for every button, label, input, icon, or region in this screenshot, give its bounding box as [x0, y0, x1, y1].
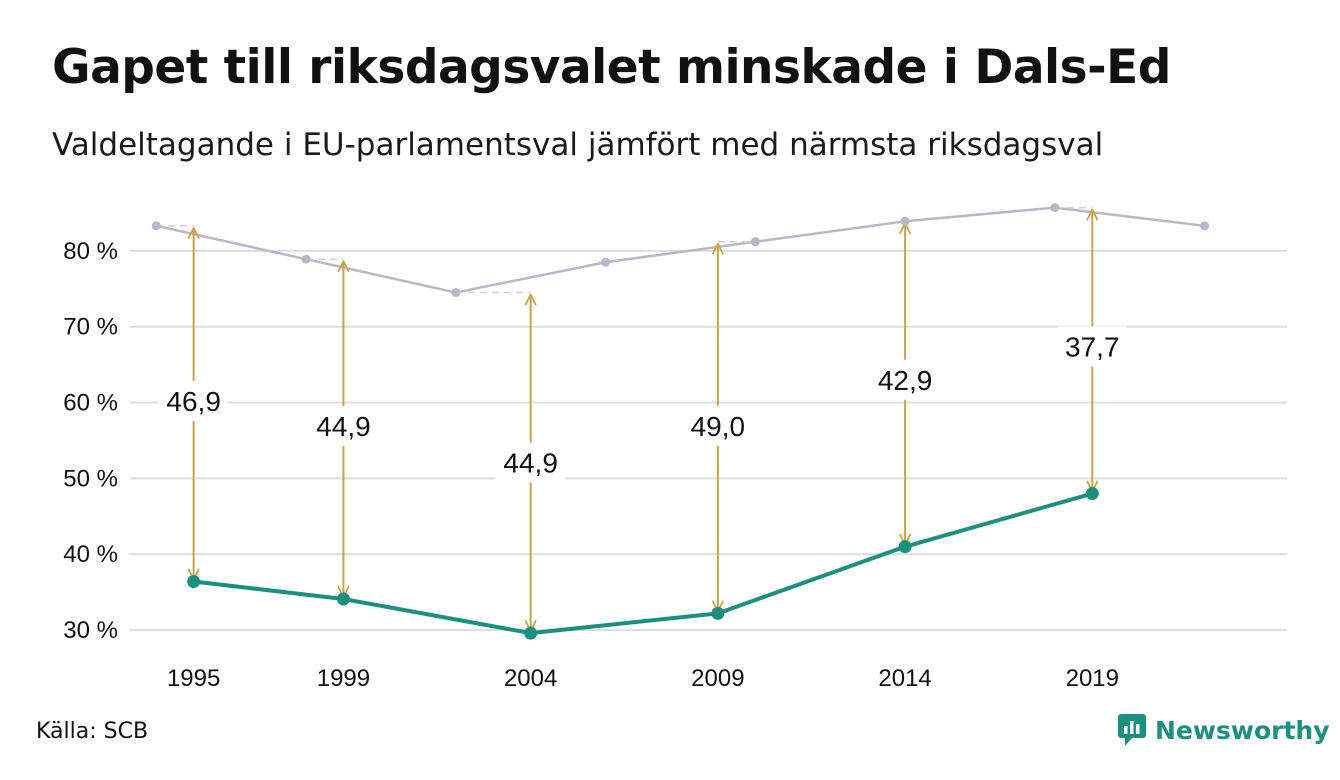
riksdag-series-line [155, 206, 1205, 294]
eu-point [711, 606, 725, 620]
gap-label: 42,9 [878, 365, 933, 396]
source-note: Källa: SCB [36, 719, 149, 744]
chart-subtitle: Valdeltagande i EU-parlamentsval jämfört… [52, 127, 1104, 163]
y-tick-label: 50 % [63, 465, 118, 492]
y-tick-label: 60 % [63, 390, 118, 417]
riksdag-point [151, 221, 161, 231]
y-tick-label: 30 % [63, 617, 118, 644]
riksdag-point [900, 216, 910, 226]
riksdag-point [451, 288, 461, 298]
gap-label-bg [870, 359, 941, 400]
riksdag-point [601, 257, 611, 267]
y-tick-label: 80 % [63, 238, 118, 265]
x-tick-label: 1995 [167, 665, 220, 692]
newsworthy-logo-icon [1118, 714, 1146, 746]
riksdag-point [1200, 221, 1210, 231]
eu-series-line [193, 491, 1093, 636]
y-tick-label: 70 % [63, 314, 118, 341]
gap-label-bg [158, 381, 229, 422]
eu-point [336, 592, 350, 606]
chart-title: Gapet till riksdagsvalet minskade i Dals… [52, 40, 1171, 95]
gap-label: 46,9 [166, 386, 221, 417]
x-tick-label: 2014 [878, 665, 931, 692]
gap-label: 37,7 [1065, 331, 1120, 362]
eu-point [898, 540, 912, 554]
x-tick-label: 2009 [691, 665, 744, 692]
x-tick-label: 1999 [317, 665, 370, 692]
eu-point [524, 626, 538, 640]
y-tick-label: 40 % [63, 541, 118, 568]
brand: Newsworthy [1117, 713, 1330, 747]
riksdag-point [301, 254, 311, 264]
gap-label: 49,0 [691, 411, 746, 442]
brand-name: Newsworthy [1155, 715, 1330, 745]
gap-label: 44,9 [503, 447, 558, 478]
gap-label-bg [495, 442, 566, 483]
gap-label-bg [308, 406, 379, 447]
gap-label: 44,9 [316, 411, 371, 442]
x-tick-label: 2004 [504, 665, 557, 692]
riksdag-point [1050, 203, 1060, 213]
gap-label-bg [682, 406, 753, 447]
riksdag-point [750, 237, 760, 247]
gap-label-bg [1057, 326, 1128, 367]
eu-point [1085, 487, 1099, 501]
x-tick-label: 2019 [1066, 665, 1119, 692]
eu-point [187, 575, 201, 589]
